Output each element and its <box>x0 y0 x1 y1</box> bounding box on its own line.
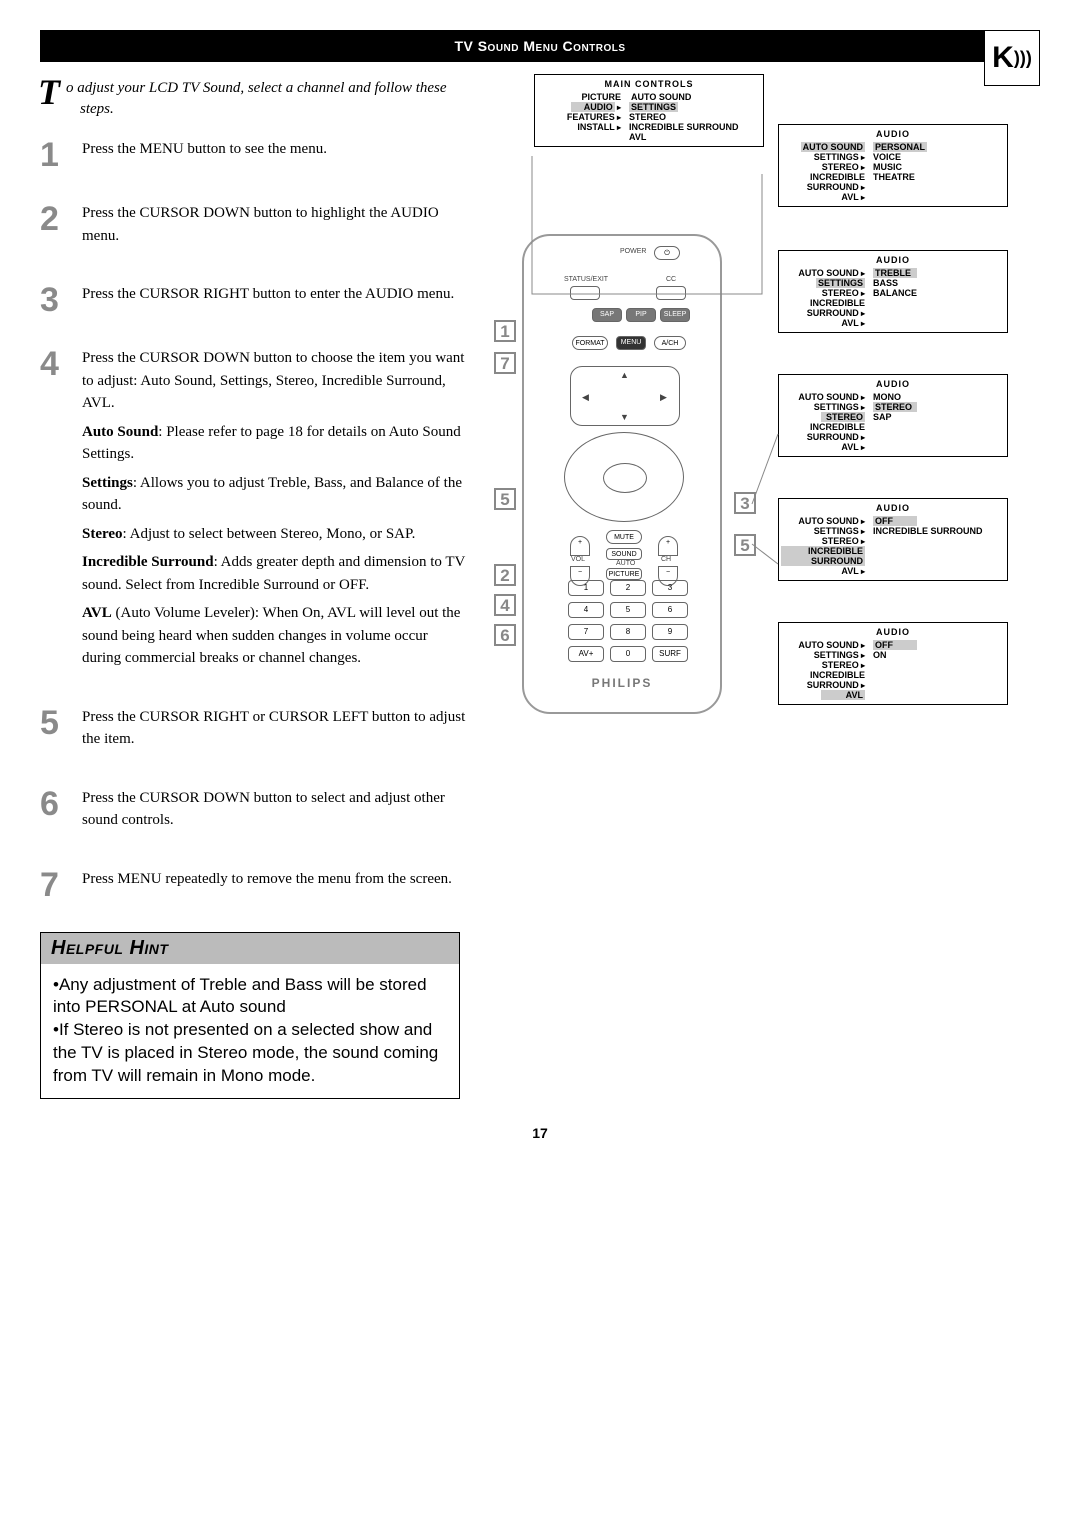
ok-button[interactable] <box>603 463 647 493</box>
menu-button[interactable]: MENU <box>616 336 646 350</box>
panel-audio-stereo: AUDIO AUTO SOUNDMONO SETTINGSSTEREO STER… <box>778 374 1008 457</box>
sleep-button[interactable]: SLEEP <box>660 308 690 322</box>
callout-2: 2 <box>494 564 516 586</box>
helpful-hint-box: Helpful Hint •Any adjustment of Treble a… <box>40 932 460 1100</box>
step-text: Press MENU repeatedly to remove the menu… <box>82 868 470 902</box>
hint-title: Helpful Hint <box>41 933 459 964</box>
callout-4: 4 <box>494 594 516 616</box>
callout-7: 7 <box>494 352 516 374</box>
vol-up[interactable]: + <box>570 536 590 556</box>
step-number: 3 <box>40 283 82 317</box>
hint-body: •Any adjustment of Treble and Bass will … <box>41 964 459 1099</box>
format-button[interactable]: FORMAT <box>572 336 608 350</box>
nav-pad[interactable] <box>564 432 684 522</box>
cc-button[interactable] <box>656 286 686 300</box>
ch-up[interactable]: + <box>658 536 678 556</box>
number-pad[interactable]: 123 456 789 AV+0SURF <box>568 580 688 662</box>
picture-button[interactable]: PICTURE <box>606 568 642 580</box>
power-button[interactable]: ⏻ <box>654 246 680 260</box>
panel-audio-avl: AUDIO AUTO SOUNDOFF SETTINGSON STEREO IN… <box>778 622 1008 705</box>
step-text: Press the MENU button to see the menu. <box>82 138 470 172</box>
step-number: 2 <box>40 202 82 253</box>
menu-diagram: MAIN CONTROLS PICTUREAUTO SOUND AUDIOSET… <box>482 74 1040 754</box>
step-number: 1 <box>40 138 82 172</box>
sap-button[interactable]: SAP <box>592 308 622 322</box>
instructions-column: To adjust your LCD TV Sound, select a ch… <box>40 68 470 1099</box>
callout-5: 5 <box>494 488 516 510</box>
panel-audio-settings: AUDIO AUTO SOUNDTREBLE SETTINGSBASS STER… <box>778 250 1008 333</box>
header-bar: TV Sound Menu Controls K))) <box>40 30 1040 62</box>
step-text: Press the CURSOR RIGHT button to enter t… <box>82 283 470 317</box>
step-text: Press the CURSOR DOWN button to select a… <box>82 787 470 838</box>
panel-audio-surround: AUDIO AUTO SOUNDOFF SETTINGSINCREDIBLE S… <box>778 498 1008 581</box>
step-text: Press the CURSOR RIGHT or CURSOR LEFT bu… <box>82 706 470 757</box>
brand-label: PHILIPS <box>524 676 720 690</box>
ach-button[interactable]: A/CH <box>654 336 686 350</box>
step-text: Press the CURSOR DOWN button to choose t… <box>82 347 470 676</box>
header-title: TV Sound Menu Controls <box>454 38 625 54</box>
panel-main-controls: MAIN CONTROLS PICTUREAUTO SOUND AUDIOSET… <box>534 74 764 147</box>
step-number: 5 <box>40 706 82 757</box>
sound-button[interactable]: SOUND <box>606 548 642 560</box>
page-number: 17 <box>40 1125 1040 1141</box>
remote-control: POWER ⏻ STATUS/EXIT CC SAP PIP SLEEP FOR… <box>522 234 722 714</box>
intro-text: To adjust your LCD TV Sound, select a ch… <box>80 78 470 120</box>
callout-5b: 5 <box>734 534 756 556</box>
callout-6: 6 <box>494 624 516 646</box>
pip-button[interactable]: PIP <box>626 308 656 322</box>
step-number: 4 <box>40 347 82 676</box>
panel-audio-autosound: AUDIO AUTO SOUNDPERSONAL SETTINGSVOICE S… <box>778 124 1008 207</box>
step-text: Press the CURSOR DOWN button to highligh… <box>82 202 470 253</box>
step-number: 6 <box>40 787 82 838</box>
step-number: 7 <box>40 868 82 902</box>
status-button[interactable] <box>570 286 600 300</box>
mute-button[interactable]: MUTE <box>606 530 642 544</box>
callout-1: 1 <box>494 320 516 342</box>
callout-3: 3 <box>734 492 756 514</box>
